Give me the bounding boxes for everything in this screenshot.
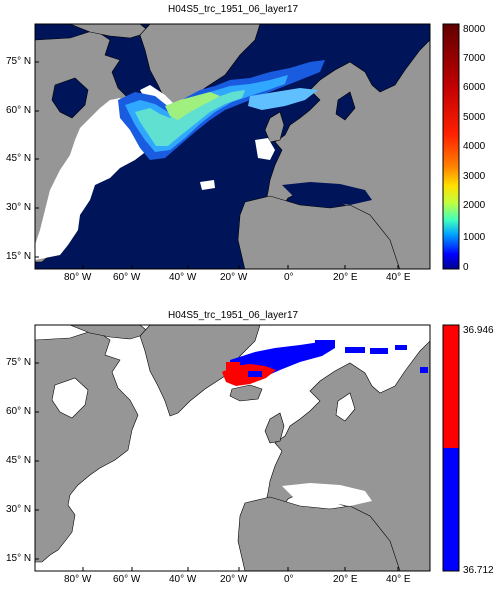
lon-tick: 20° W (220, 272, 248, 283)
map-frame (34, 324, 431, 572)
colorbar-label-min: 36.712 (463, 565, 494, 576)
land-british-isles (264, 412, 285, 444)
land-british-isles (264, 111, 285, 143)
colorbar-label: 2000 (463, 200, 486, 211)
lat-tick: 15° N (6, 553, 32, 564)
colorbar-continuous (442, 23, 460, 270)
colorbar-frame (442, 324, 460, 572)
baltic-sea (335, 91, 356, 121)
lat-tick: 60° N (6, 406, 32, 417)
lat-tick: 30° N (6, 202, 32, 213)
lon-tick: 0° (284, 574, 294, 585)
lon-tick: 40° W (169, 272, 197, 283)
lon-tick: 40° E (386, 272, 411, 283)
lon-tick: 60° W (113, 574, 141, 585)
tracer-cells (222, 340, 428, 386)
lon-tick: 40° W (169, 574, 197, 585)
land-arctic-islands (69, 325, 151, 340)
lat-tick: 60° N (6, 105, 32, 116)
colorbar-label: 4000 (463, 141, 486, 152)
colorbar-label: 7000 (463, 53, 486, 64)
land-africa (237, 496, 401, 571)
lon-tick: 40° E (386, 574, 411, 585)
lat-tick: 75° N (6, 357, 32, 368)
lat-tick: 45° N (6, 153, 32, 164)
lon-tick: 20° W (220, 574, 248, 585)
lon-tick: 0° (284, 272, 294, 283)
land-africa (237, 195, 400, 269)
colorbar-label: 6000 (463, 82, 486, 93)
land-arctic-islands (69, 24, 151, 39)
baltic-sea (335, 392, 356, 422)
colorbar-label: 0 (463, 262, 469, 273)
map-title: H04S5_trc_1951_06_layer17 (168, 310, 299, 321)
hudson-bay (51, 77, 89, 119)
mediterranean-sea (282, 483, 372, 506)
tracer-plume (118, 60, 325, 160)
lon-tick: 20° E (333, 574, 358, 585)
hudson-bay (51, 377, 89, 419)
colorbar-label: 1000 (463, 232, 486, 243)
lon-tick: 20° E (333, 272, 358, 283)
colorbar-label: 8000 (463, 24, 486, 35)
map-frame (34, 23, 431, 270)
mediterranean-sea (282, 182, 372, 205)
colorbar-label: 5000 (463, 112, 486, 123)
nodata-cells (35, 85, 275, 260)
land-iceland (229, 384, 263, 402)
colorbar-low (443, 448, 459, 571)
lon-tick: 80° W (64, 272, 92, 283)
lon-tick: 60° W (113, 272, 141, 283)
land-greenland (139, 325, 261, 417)
lat-tick: 75° N (6, 56, 32, 67)
lat-tick: 30° N (6, 504, 32, 515)
colorbar-high (443, 325, 459, 448)
map-title: H04S5_trc_1951_06_layer17 (168, 4, 299, 15)
colorbar-label-max: 36.946 (463, 325, 494, 336)
colorbar-label: 3000 (463, 171, 486, 182)
lat-tick: 45° N (6, 455, 32, 466)
lat-tick: 15° N (6, 251, 32, 262)
lon-tick: 80° W (64, 574, 92, 585)
